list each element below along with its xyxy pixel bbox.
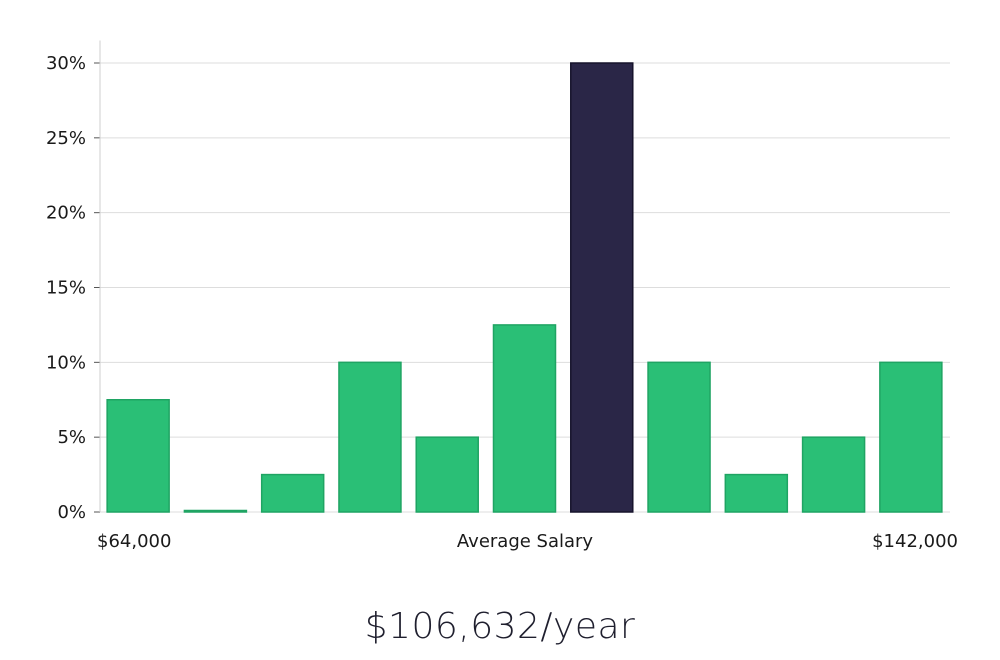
bar bbox=[338, 361, 402, 513]
x-max-label: $142,000 bbox=[872, 531, 958, 552]
bar bbox=[801, 436, 866, 513]
x-axis-title: Average Salary bbox=[457, 531, 594, 552]
y-tick-label: 30% bbox=[46, 53, 86, 74]
y-tick-label: 10% bbox=[46, 352, 86, 373]
bar-highlighted bbox=[570, 62, 634, 513]
bar bbox=[492, 324, 557, 513]
axis-lines bbox=[94, 40, 101, 513]
bar bbox=[183, 509, 248, 513]
y-tick-label: 5% bbox=[57, 427, 86, 448]
y-tick-label: 15% bbox=[46, 278, 86, 299]
y-tick-label: 25% bbox=[46, 128, 86, 149]
y-tick-label: 0% bbox=[57, 502, 86, 523]
x-axis-labels: $64,000 Average Salary $142,000 bbox=[97, 531, 958, 552]
x-min-label: $64,000 bbox=[97, 531, 171, 552]
average-salary-value: $106,632/year bbox=[364, 606, 636, 647]
bar bbox=[106, 399, 170, 513]
y-tick-labels: 0% 5% 10% 15% 20% 25% 30% bbox=[46, 53, 86, 523]
bar bbox=[724, 473, 789, 513]
bar bbox=[647, 361, 711, 513]
bar bbox=[879, 361, 943, 513]
bar bbox=[415, 436, 479, 513]
bar bbox=[260, 473, 325, 513]
bars bbox=[106, 62, 943, 513]
y-tick-label: 20% bbox=[46, 203, 86, 224]
